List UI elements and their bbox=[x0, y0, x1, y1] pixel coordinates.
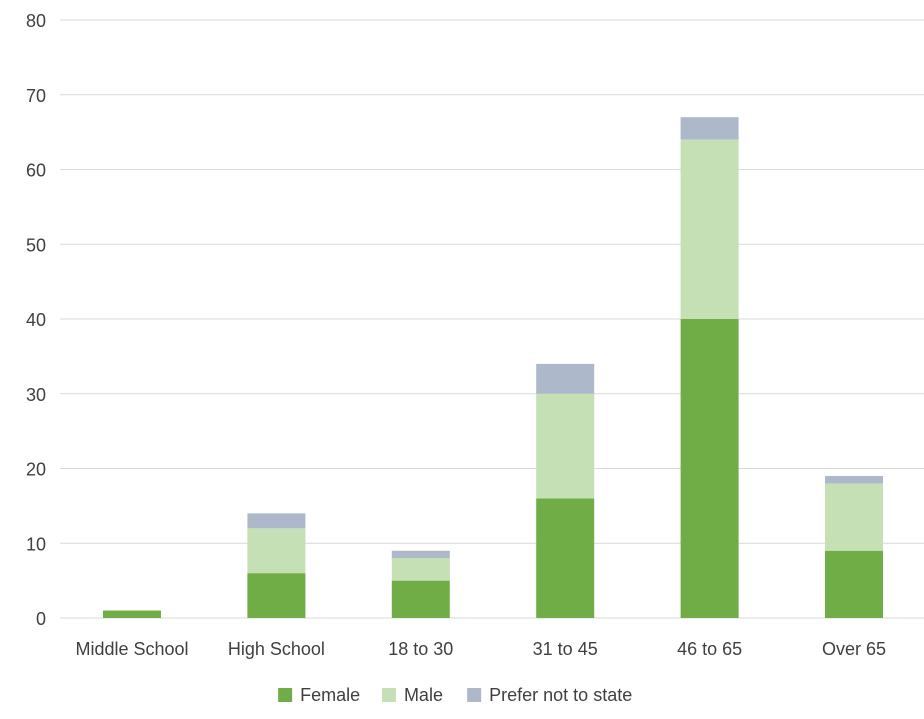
y-tick-label: 30 bbox=[26, 385, 46, 405]
y-tick-label: 50 bbox=[26, 235, 46, 255]
legend-label-2: Prefer not to state bbox=[489, 685, 632, 705]
bar-segment-male-4 bbox=[680, 139, 739, 319]
x-axis-tick-labels: Middle School High School 18 to 30 31 to 45… bbox=[75, 639, 886, 659]
y-tick-label: 0 bbox=[36, 609, 46, 629]
x-tick-label: 31 to 45 bbox=[533, 639, 598, 659]
bar-segment-prefer-not-to-state-3 bbox=[536, 363, 595, 394]
y-tick-label: 20 bbox=[26, 460, 46, 480]
y-tick-label: 60 bbox=[26, 161, 46, 181]
bar-segment-male-5 bbox=[825, 483, 883, 551]
y-tick-label: 80 bbox=[26, 11, 46, 31]
legend-label-0: Female bbox=[300, 685, 360, 705]
y-axis-tick-labels: 0 10 20 30 40 50 60 70 80 bbox=[26, 11, 46, 629]
x-tick-label: Over 65 bbox=[822, 639, 886, 659]
legend-label-1: Male bbox=[404, 685, 443, 705]
bar-segment-female-5 bbox=[825, 550, 883, 618]
bar-segment-prefer-not-to-state-1 bbox=[247, 513, 306, 529]
legend: Female Male Prefer not to state bbox=[278, 685, 632, 705]
bar-segment-female-0 bbox=[103, 610, 161, 618]
legend-swatch-1 bbox=[381, 688, 396, 702]
bar-segment-prefer-not-to-state-5 bbox=[825, 475, 883, 484]
x-tick-label: 46 to 65 bbox=[677, 639, 742, 659]
bar-segment-female-3 bbox=[536, 498, 595, 618]
gridlines bbox=[60, 19, 924, 619]
bar-segment-female-1 bbox=[247, 573, 306, 618]
legend-swatch-0 bbox=[278, 688, 293, 702]
x-tick-label: 18 to 30 bbox=[388, 639, 453, 659]
y-tick-label: 10 bbox=[26, 534, 46, 554]
y-tick-label: 40 bbox=[26, 310, 46, 330]
x-tick-label: Middle School bbox=[75, 639, 188, 659]
y-tick-label: 70 bbox=[26, 86, 46, 106]
x-tick-label: High School bbox=[228, 639, 325, 659]
legend-swatch-2 bbox=[467, 688, 482, 702]
bar-segment-male-1 bbox=[247, 528, 306, 574]
bar-segment-prefer-not-to-state-4 bbox=[680, 117, 739, 140]
bar-segment-female-2 bbox=[391, 580, 450, 618]
bar-segment-prefer-not-to-state-2 bbox=[391, 550, 450, 559]
bar-segment-male-2 bbox=[391, 558, 450, 581]
bar-segment-male-3 bbox=[536, 393, 595, 499]
bar-segment-female-4 bbox=[680, 319, 739, 618]
bars bbox=[103, 117, 883, 618]
